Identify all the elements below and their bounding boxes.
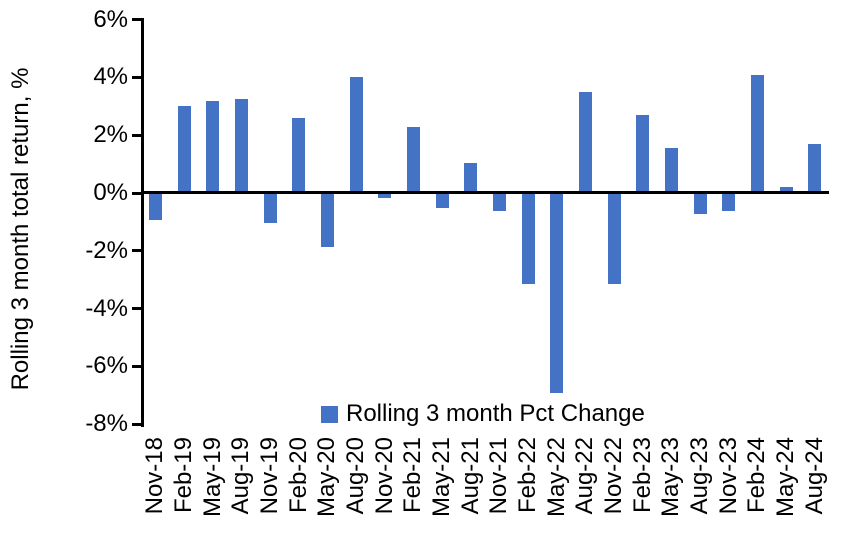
x-tick-label-text: May-22 xyxy=(542,437,570,518)
bar-Nov-23 xyxy=(722,193,736,212)
bar-Feb-20 xyxy=(292,117,306,194)
y-tick-mark xyxy=(132,191,142,195)
x-tick-label: Feb-22 xyxy=(514,437,542,533)
y-tick-mark xyxy=(132,422,142,426)
y-tick-label: 4% xyxy=(93,63,128,91)
x-tick-label: May-22 xyxy=(543,437,571,533)
y-tick-mark xyxy=(132,18,142,22)
x-tick-label: May-24 xyxy=(772,437,800,533)
x-tick-label-text: May-23 xyxy=(657,437,685,518)
bar-Feb-22 xyxy=(521,193,535,284)
x-tick-label: Nov-21 xyxy=(485,437,513,533)
x-tick-label: Aug-21 xyxy=(457,437,485,533)
legend: Rolling 3 month Pct Change xyxy=(321,400,645,428)
bar-Nov-18 xyxy=(148,193,162,220)
bar-Aug-20 xyxy=(349,77,363,194)
x-axis-zero-line xyxy=(141,191,829,194)
y-tick-mark xyxy=(132,364,142,368)
y-tick-label: 2% xyxy=(93,121,128,149)
y-tick-mark xyxy=(132,249,142,253)
bar-Aug-21 xyxy=(464,162,478,194)
x-tick-label: Feb-24 xyxy=(743,437,771,533)
bar-Feb-21 xyxy=(406,126,420,194)
x-tick-label-text: Aug-21 xyxy=(456,437,484,515)
bar-Feb-23 xyxy=(636,114,650,194)
x-tick-label-text: May-20 xyxy=(313,437,341,518)
y-axis-title: Rolling 3 month total return, % xyxy=(7,67,34,391)
bar-Aug-22 xyxy=(578,91,592,194)
x-tick-label-text: Feb-22 xyxy=(514,437,541,514)
bar-Feb-19 xyxy=(177,106,191,194)
x-tick-label: May-23 xyxy=(657,437,685,533)
x-tick-label: Feb-19 xyxy=(170,437,198,533)
x-tick-label: Aug-19 xyxy=(227,437,255,533)
x-tick-label: Aug-20 xyxy=(342,437,370,533)
y-tick-label: -2% xyxy=(85,236,128,264)
x-tick-label: Nov-20 xyxy=(371,437,399,533)
y-tick-label: 6% xyxy=(93,5,128,33)
y-tick-label: -4% xyxy=(85,294,128,322)
x-tick-label: May-20 xyxy=(313,437,341,533)
x-tick-label-text: May-24 xyxy=(772,437,799,518)
x-tick-label-text: Nov-18 xyxy=(141,437,169,515)
bar-Aug-19 xyxy=(234,99,248,194)
x-tick-label: Aug-23 xyxy=(686,437,714,533)
x-tick-label: Feb-21 xyxy=(399,437,427,533)
y-tick-label: 0% xyxy=(93,179,128,206)
x-tick-label: Nov-18 xyxy=(141,437,169,533)
bar-Aug-23 xyxy=(693,193,707,215)
x-tick-label-text: Aug-24 xyxy=(800,437,828,515)
legend-swatch-icon xyxy=(321,405,338,423)
x-tick-label: May-19 xyxy=(199,437,227,533)
bar-Feb-24 xyxy=(750,74,764,194)
x-tick-label-text: Nov-22 xyxy=(600,437,627,515)
x-tick-label-text: Aug-22 xyxy=(571,437,599,515)
x-tick-label-text: Aug-20 xyxy=(342,437,369,515)
bar-May-19 xyxy=(206,100,220,194)
y-axis-line xyxy=(141,18,144,427)
y-tick-label: -8% xyxy=(85,410,128,438)
bar-Nov-19 xyxy=(263,193,277,223)
x-tick-label-text: Nov-21 xyxy=(485,437,513,515)
x-tick-label: Feb-23 xyxy=(629,437,657,533)
x-tick-label-text: Feb-20 xyxy=(284,437,312,514)
bar-Aug-24 xyxy=(808,143,822,194)
bar-May-20 xyxy=(320,193,334,248)
x-tick-label: Nov-22 xyxy=(600,437,628,533)
x-tick-label: Feb-20 xyxy=(285,437,313,533)
y-tick-mark xyxy=(132,75,142,79)
x-tick-label-text: Feb-24 xyxy=(743,437,771,514)
bar-May-24 xyxy=(779,187,793,194)
bar-Nov-20 xyxy=(378,193,392,199)
bar-Nov-22 xyxy=(607,193,621,284)
x-tick-label: Aug-24 xyxy=(801,437,829,533)
x-tick-label: Nov-23 xyxy=(715,437,743,533)
x-tick-label: Nov-19 xyxy=(256,437,284,533)
bar-May-21 xyxy=(435,193,449,209)
x-tick-label-text: Feb-21 xyxy=(399,437,427,514)
x-tick-label-text: Nov-23 xyxy=(714,437,742,515)
x-tick-label: May-21 xyxy=(428,437,456,533)
legend-label: Rolling 3 month Pct Change xyxy=(346,400,645,427)
x-tick-label: Aug-22 xyxy=(571,437,599,533)
x-tick-label-text: Feb-23 xyxy=(628,437,656,514)
x-tick-label-text: May-19 xyxy=(198,437,226,518)
bar-May-23 xyxy=(664,148,678,194)
bar-Nov-21 xyxy=(492,193,506,212)
x-tick-label-text: Aug-23 xyxy=(686,437,713,515)
x-tick-label-text: May-21 xyxy=(428,437,455,518)
x-tick-label-text: Feb-19 xyxy=(170,437,197,514)
bar-May-22 xyxy=(550,193,564,394)
x-tick-label-text: Nov-20 xyxy=(370,437,398,515)
x-tick-label-text: Aug-19 xyxy=(227,437,255,515)
y-tick-mark xyxy=(132,133,142,137)
y-tick-mark xyxy=(132,307,142,311)
y-tick-label: -6% xyxy=(85,352,128,380)
x-tick-label-text: Nov-19 xyxy=(256,437,283,515)
